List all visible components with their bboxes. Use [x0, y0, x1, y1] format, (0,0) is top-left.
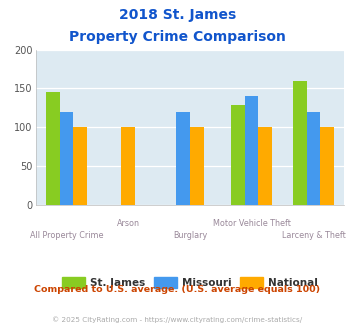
Text: Larceny & Theft: Larceny & Theft [282, 231, 345, 240]
Text: 2018 St. James: 2018 St. James [119, 8, 236, 22]
Bar [46, 92, 60, 205]
Bar [231, 105, 245, 205]
Bar [320, 127, 334, 205]
Bar [307, 112, 320, 205]
Text: All Property Crime: All Property Crime [29, 231, 103, 240]
Bar [176, 112, 190, 205]
Bar [73, 127, 87, 205]
Bar [121, 127, 135, 205]
Bar [60, 112, 73, 205]
Bar [258, 127, 272, 205]
Text: Motor Vehicle Theft: Motor Vehicle Theft [213, 218, 291, 228]
Text: Compared to U.S. average. (U.S. average equals 100): Compared to U.S. average. (U.S. average … [34, 285, 321, 294]
Legend: St. James, Missouri, National: St. James, Missouri, National [58, 273, 322, 292]
Bar [245, 96, 258, 205]
Text: © 2025 CityRating.com - https://www.cityrating.com/crime-statistics/: © 2025 CityRating.com - https://www.city… [53, 317, 302, 323]
Bar [293, 81, 307, 205]
Bar [190, 127, 203, 205]
Text: Arson: Arson [117, 218, 140, 228]
Text: Property Crime Comparison: Property Crime Comparison [69, 30, 286, 44]
Text: Burglary: Burglary [173, 231, 207, 240]
